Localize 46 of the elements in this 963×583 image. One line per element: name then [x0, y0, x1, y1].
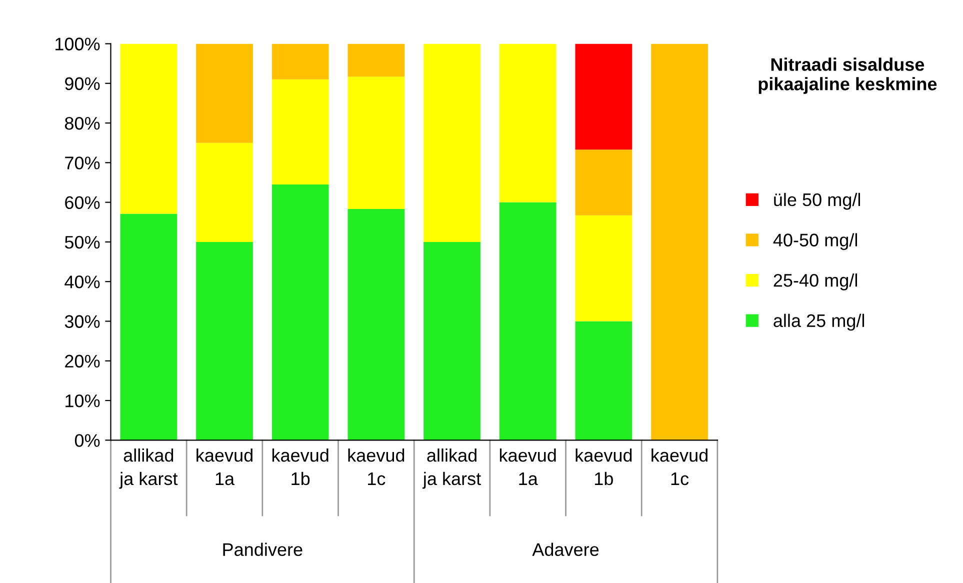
bar: [499, 202, 556, 440]
text: Adavere: [532, 542, 599, 556]
x-tick-label: kaevud 1c: [348, 448, 404, 486]
bar: [575, 215, 632, 322]
bar: [272, 79, 329, 184]
x-tick-label: allikad ja karst: [119, 448, 178, 489]
y-tick-label: 40%: [64, 276, 100, 288]
y-tick-label: 70%: [65, 156, 100, 170]
text: Nitraadi sisalduse pikaajaline keskmine: [758, 58, 937, 94]
bar: [651, 44, 708, 440]
bar: [120, 214, 178, 440]
bar: [348, 76, 405, 210]
y-tick-label: 20%: [65, 354, 100, 368]
x-tick-label: kaevud 1a: [196, 448, 252, 486]
bar: [120, 44, 178, 214]
legend-label: alla 25 mg/l: [774, 314, 864, 331]
y-tick-label: 90%: [65, 77, 100, 90]
x-tick-label: allikad ja karst: [422, 448, 481, 489]
legend-label: üle 50 mg/l: [774, 192, 860, 210]
bar: [348, 209, 405, 440]
bar: [575, 321, 632, 440]
bar: [348, 44, 405, 77]
bar: [196, 242, 253, 440]
bar: [272, 184, 329, 440]
text: Pandivere: [223, 542, 302, 556]
y-tick-label: 50%: [64, 236, 100, 249]
x-tick-label: kaevud 1c: [652, 448, 708, 486]
bar: [196, 44, 253, 143]
x-tick-label: kaevud 1b: [576, 448, 632, 486]
bar: [575, 44, 632, 150]
bar: [499, 44, 556, 202]
legend-label: 40-50 mg/l: [773, 233, 857, 250]
bar: [424, 242, 480, 440]
x-tick-label: kaevud 1a: [500, 448, 556, 486]
bar: [575, 150, 632, 216]
y-tick-label: 80%: [64, 116, 100, 130]
y-tick-label: 10%: [66, 394, 100, 408]
legend-label: 25-40 mg/l: [774, 274, 857, 290]
y-tick-label: 60%: [65, 196, 100, 210]
x-tick-label: kaevud 1b: [272, 448, 328, 486]
bar: [424, 44, 480, 242]
y-tick-label: 0%: [74, 434, 100, 447]
y-tick-label: 30%: [64, 315, 100, 328]
bar: [272, 44, 329, 80]
y-tick-label: 100%: [56, 38, 100, 50]
bar: [196, 142, 253, 242]
